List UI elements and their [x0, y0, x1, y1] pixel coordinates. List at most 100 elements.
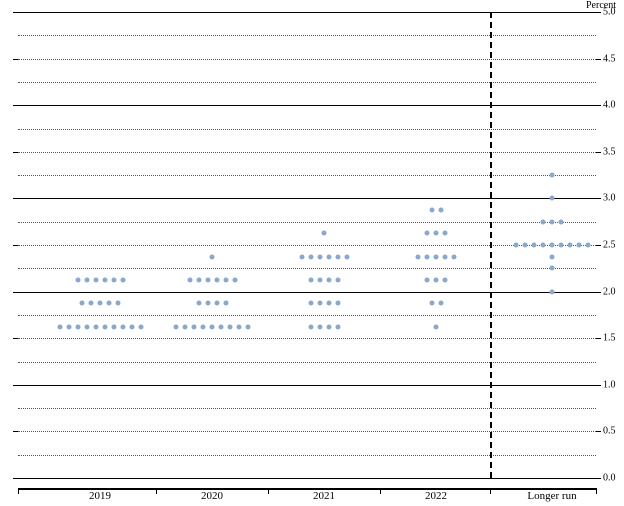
data-dot [214, 277, 219, 282]
data-dot [223, 277, 228, 282]
data-dot [568, 243, 573, 248]
y-tick-label: 3.5 [601, 146, 624, 157]
data-dot [205, 277, 210, 282]
data-dot [308, 277, 313, 282]
data-dot [577, 243, 582, 248]
data-dot [532, 243, 537, 248]
gridline-minor [18, 408, 596, 409]
data-dot [550, 266, 555, 271]
data-dot [335, 277, 340, 282]
data-dot [317, 301, 322, 306]
data-dot [80, 301, 85, 306]
data-dot [586, 243, 591, 248]
data-dot [84, 277, 89, 282]
data-dot [434, 277, 439, 282]
gridline-major [18, 292, 596, 293]
data-dot [434, 254, 439, 259]
data-dot [75, 324, 80, 329]
data-dot [196, 277, 201, 282]
data-dot [246, 324, 251, 329]
data-dot [425, 231, 430, 236]
x-tick-mark [18, 488, 19, 494]
data-dot [201, 324, 206, 329]
data-dot [550, 196, 555, 201]
y-tick-mark [596, 105, 601, 106]
data-dot [308, 254, 313, 259]
y-tick-mark [13, 431, 18, 432]
data-dot [102, 324, 107, 329]
y-tick-label: 0.5 [601, 426, 624, 437]
y-tick-mark [13, 152, 18, 153]
gridline-major [18, 385, 596, 386]
data-dot [550, 219, 555, 224]
y-tick-mark [13, 59, 18, 60]
data-dot [210, 254, 215, 259]
gridline-minor [18, 338, 596, 339]
x-category-label: 2020 [201, 490, 223, 502]
data-dot [443, 277, 448, 282]
y-tick-mark [596, 431, 601, 432]
data-dot [111, 324, 116, 329]
y-tick-mark [596, 338, 601, 339]
data-dot [210, 324, 215, 329]
gridline-minor [18, 431, 596, 432]
y-tick-label: 2.0 [601, 286, 624, 297]
y-tick-mark [596, 152, 601, 153]
data-dot [66, 324, 71, 329]
gridline-minor [18, 59, 596, 60]
gridline-minor [18, 175, 596, 176]
data-dot [102, 277, 107, 282]
data-dot [434, 231, 439, 236]
x-category-label: 2019 [89, 490, 111, 502]
data-dot [57, 324, 62, 329]
data-dot [84, 324, 89, 329]
y-tick-mark [596, 245, 601, 246]
data-dot [308, 301, 313, 306]
data-dot [541, 219, 546, 224]
gridline-minor [18, 35, 596, 36]
data-dot [326, 301, 331, 306]
category-separator [490, 12, 492, 478]
y-tick-mark [13, 198, 18, 199]
data-dot [326, 324, 331, 329]
data-dot [187, 277, 192, 282]
x-tick-mark [490, 488, 491, 494]
gridline-minor [18, 222, 596, 223]
data-dot [443, 254, 448, 259]
data-dot [429, 301, 434, 306]
data-dot [344, 254, 349, 259]
data-dot [75, 277, 80, 282]
gridline-minor [18, 152, 596, 153]
y-tick-mark [13, 105, 18, 106]
data-dot [317, 277, 322, 282]
data-dot [308, 324, 313, 329]
data-dot [183, 324, 188, 329]
data-dot [416, 254, 421, 259]
data-dot [438, 301, 443, 306]
data-dot [219, 324, 224, 329]
data-dot [326, 277, 331, 282]
gridline-minor [18, 315, 596, 316]
data-dot [425, 277, 430, 282]
data-dot [107, 301, 112, 306]
y-tick-mark [596, 12, 601, 13]
x-category-label: 2021 [313, 490, 335, 502]
data-dot [438, 208, 443, 213]
x-tick-mark [268, 488, 269, 494]
data-dot [335, 254, 340, 259]
data-dot [111, 277, 116, 282]
data-dot [425, 254, 430, 259]
data-dot [120, 324, 125, 329]
data-dot [89, 301, 94, 306]
y-tick-label: 1.5 [601, 333, 624, 344]
data-dot [237, 324, 242, 329]
data-dot [317, 254, 322, 259]
data-dot [98, 301, 103, 306]
data-dot [550, 254, 555, 259]
gridline-major [18, 478, 596, 479]
y-tick-label: 5.0 [601, 7, 624, 18]
y-tick-mark [13, 338, 18, 339]
y-tick-label: 1.0 [601, 379, 624, 390]
data-dot [138, 324, 143, 329]
y-tick-mark [13, 245, 18, 246]
